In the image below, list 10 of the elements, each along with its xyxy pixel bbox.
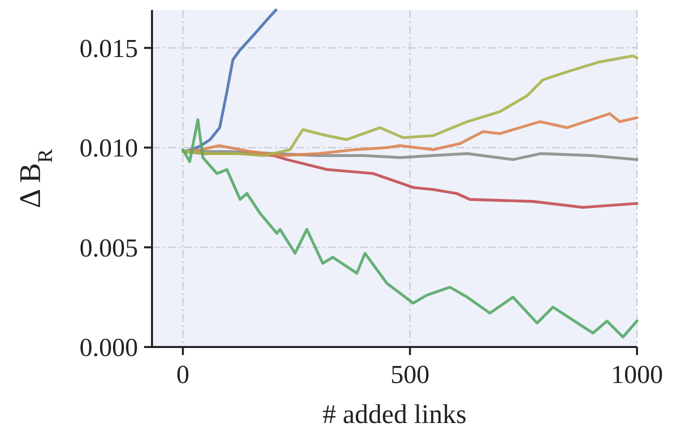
y-tick-label: 0.005 [80, 233, 138, 262]
x-axis-title: # added links [322, 399, 466, 429]
line-series [181, 54, 638, 157]
line-series [181, 118, 638, 338]
x-tick-label: 0 [176, 360, 190, 389]
x-tick-label: 1000 [611, 360, 663, 389]
y-tick-label: 0.000 [80, 333, 138, 362]
x-tick-label: 500 [390, 360, 430, 389]
y-tick-label: 0.015 [80, 34, 138, 63]
y-tick-label: 0.010 [80, 134, 138, 163]
